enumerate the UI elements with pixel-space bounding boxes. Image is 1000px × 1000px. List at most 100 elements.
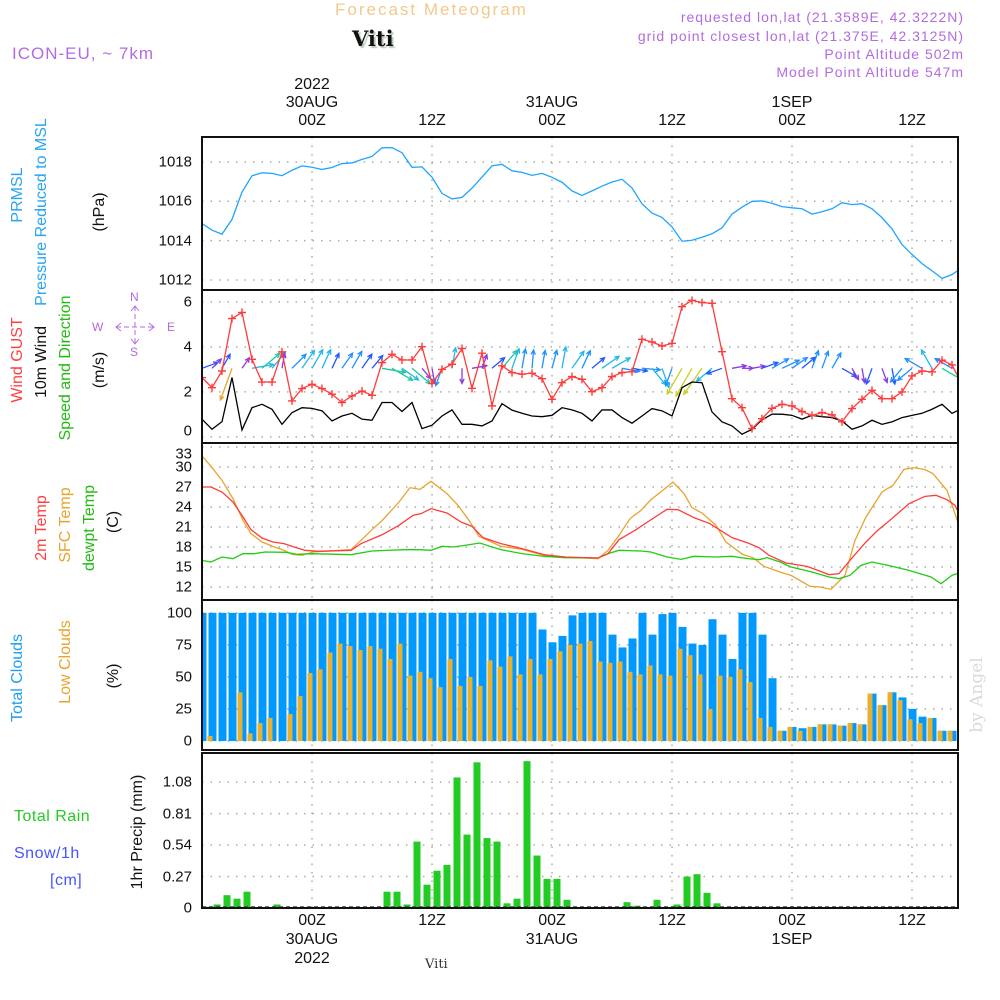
wind-arrow-head [515, 347, 521, 354]
precip-bar [413, 841, 421, 908]
gust-marker [218, 367, 226, 375]
wind-arrow-shaft [631, 367, 648, 372]
gust-marker [318, 384, 326, 393]
wind-arrow-icon [511, 347, 521, 369]
bottom-date-label: 30AUG [285, 931, 339, 948]
wind-arrow-shaft [781, 359, 800, 369]
precip-panel [202, 753, 958, 908]
low-cloud-bar [657, 674, 663, 742]
wind-arrow-shaft [331, 353, 340, 369]
gust-marker [608, 372, 616, 381]
gust-marker [418, 342, 426, 351]
total-cloud-bar [478, 612, 487, 742]
gust-marker [428, 379, 436, 388]
wind-arrow-icon [571, 350, 585, 369]
wind-arrow-icon [291, 353, 308, 369]
wind-arrow-icon [491, 356, 506, 369]
precip-bar [493, 841, 501, 908]
low-cloud-bar [297, 696, 303, 742]
precip-bar [463, 834, 471, 908]
total-cloud-bar [202, 612, 207, 742]
wind-arrow-shaft [621, 367, 640, 373]
gust-marker [288, 396, 296, 405]
low-cloud-bar [767, 726, 773, 742]
wind-arrow-shaft [861, 368, 866, 383]
low-cloud-bar [517, 674, 523, 742]
bottom-time-label: 00Z [538, 912, 566, 929]
gust-marker [328, 390, 336, 399]
gust-marker [248, 355, 256, 364]
wind-arrow-icon [933, 357, 953, 369]
wind-arrow-icon [459, 368, 465, 385]
wind-arrow-head [326, 348, 332, 355]
wind-arrow-head [407, 375, 414, 381]
low-cloud-bar [377, 648, 383, 742]
wind-arrow-shaft [706, 367, 723, 375]
wind-arrow-shaft [321, 349, 332, 369]
wind-arrow-icon [851, 367, 860, 381]
gust-marker [598, 383, 606, 392]
wind-arrow-shaft [381, 367, 406, 374]
wind-arrow-icon [541, 349, 548, 369]
low-cloud-bar [747, 682, 753, 742]
wind-arrow-icon [561, 345, 568, 369]
precip-bar [713, 903, 721, 908]
temperature-y-tick-label: 30 [175, 458, 192, 476]
wind-arrow-icon [761, 361, 780, 369]
wind-arrow-icon [331, 352, 340, 369]
wind-arrow-head [225, 353, 231, 360]
low-cloud-bar [637, 674, 643, 742]
wind-arrow-head [810, 356, 817, 363]
wind-arrow-icon [401, 367, 420, 381]
total-cloud-bar [278, 612, 287, 742]
wind-arrow-head [794, 359, 801, 365]
low-cloud-bar [757, 717, 763, 742]
low-cloud-bar [487, 660, 493, 742]
gust-marker [488, 401, 496, 410]
low-cloud-bar [737, 669, 743, 742]
wind-arrow-icon [211, 358, 223, 369]
gust-marker [678, 302, 686, 311]
wind-arrow-head [824, 349, 830, 357]
wind-arrow-shaft [934, 358, 953, 369]
clouds-y-tick-label: 25 [175, 700, 192, 718]
wind-arrow-icon [811, 349, 820, 369]
snow-unit-label: [cm] [50, 872, 83, 889]
total-cloud-bar [258, 612, 267, 742]
precip-bar [433, 870, 441, 908]
gust-marker [668, 339, 676, 348]
low-cloud-bar [247, 733, 253, 742]
precip-bar [623, 902, 631, 908]
wind-arrow-icon [896, 367, 913, 382]
wind-arrow-shaft [581, 350, 591, 369]
precip-frame [201, 752, 959, 909]
wind-arrow-icon [321, 348, 332, 369]
pressure-frame [201, 136, 959, 291]
low-cloud-bar [607, 662, 613, 742]
low-cloud-bar [207, 735, 213, 742]
total-cloud-bar [758, 634, 767, 742]
bottom-time-label: 12Z [658, 912, 686, 929]
wind-arrow-shaft [641, 367, 661, 371]
gust-marker [538, 374, 546, 383]
temperature-y-tick-label: 15 [175, 558, 192, 576]
low-cloud-bar [817, 724, 823, 742]
wind-arrow-shaft [881, 368, 888, 383]
low-cloud-bar [267, 717, 273, 742]
low-cloud-bar [937, 730, 943, 742]
point-altitude: Point Altitude 502m [824, 46, 964, 62]
wind-arrow-icon [261, 352, 281, 369]
wind-arrow-head [975, 375, 980, 379]
wind-arrow-icon [821, 349, 830, 369]
gust-marker [728, 394, 736, 403]
location-name: Viti [352, 26, 394, 51]
wind-arrow-icon [481, 353, 489, 369]
low-cloud-bar [707, 708, 713, 742]
low-cloud-bar [787, 726, 793, 742]
wind-arrow-icon [861, 368, 867, 384]
precip-y-tick-label: 1.08 [162, 773, 192, 791]
low-cloud-bar [797, 730, 803, 742]
top-time-label: 00Z [538, 112, 566, 129]
gust-marker [868, 386, 876, 395]
precip-bar [233, 898, 241, 908]
